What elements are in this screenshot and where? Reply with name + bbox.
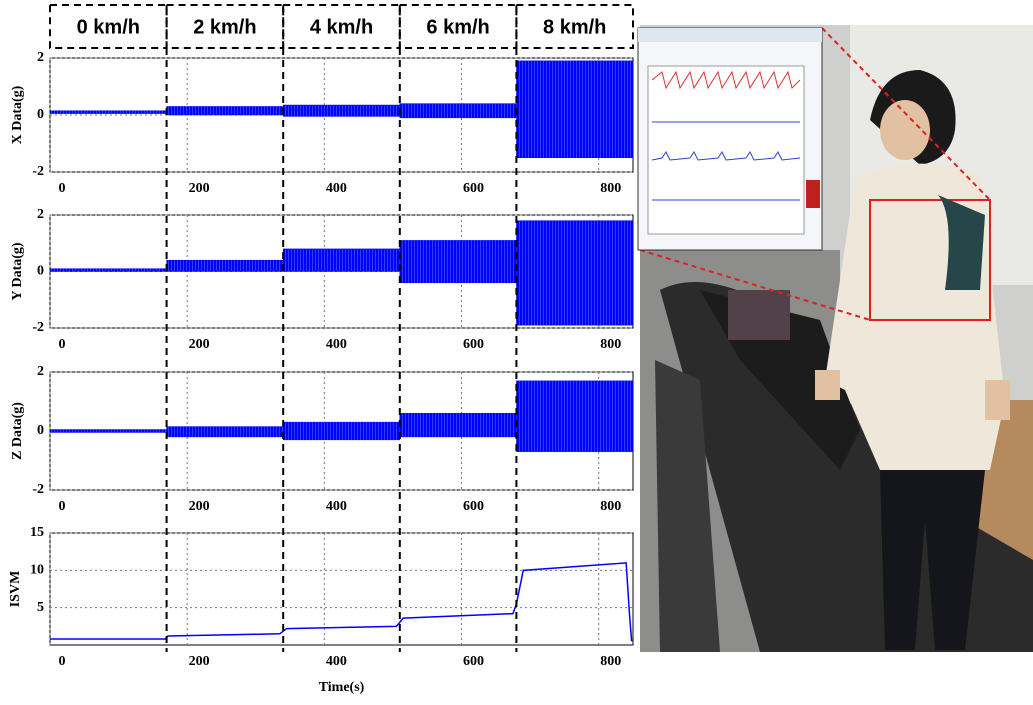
speed-box — [49, 4, 168, 49]
y-tick-label: -2 — [32, 320, 44, 335]
signal-band — [399, 413, 517, 438]
isvm-line — [50, 562, 633, 642]
speed-label: 0 km/h — [77, 16, 140, 38]
x-tick-label: 200 — [189, 181, 210, 196]
y-axis-label: X Data(g) — [10, 85, 25, 144]
signal-band — [516, 220, 634, 326]
x-tick-label: 400 — [326, 654, 347, 669]
y-tick-label: 0 — [37, 423, 44, 438]
y-tick-label: 0 — [37, 107, 44, 122]
x-tick-label: 600 — [463, 654, 484, 669]
plot-frame — [49, 532, 634, 646]
signal-band — [166, 106, 284, 116]
y-tick-label: 5 — [37, 600, 44, 615]
speed-label: 6 km/h — [426, 16, 489, 38]
signal-band — [516, 380, 634, 452]
x-tick-label: 600 — [463, 337, 484, 352]
signal-band — [399, 240, 517, 284]
x-tick-label: 200 — [189, 337, 210, 352]
y-axis-label: Z Data(g) — [10, 402, 25, 460]
x-tick-label: 0 — [59, 181, 66, 196]
y-tick-label: 15 — [30, 525, 44, 540]
y-axis-label: Y Data(g) — [10, 242, 25, 301]
signal-band — [282, 421, 401, 441]
y-tick-label: 0 — [37, 264, 44, 279]
x-tick-label: 0 — [59, 654, 66, 669]
signal-band — [399, 103, 517, 119]
x-tick-label: 800 — [600, 337, 621, 352]
y-tick-label: 2 — [37, 50, 44, 65]
signal-band — [282, 104, 401, 117]
y-axis-label: ISVM — [8, 571, 23, 608]
signal-band — [49, 268, 167, 272]
x-tick-label: 200 — [189, 499, 210, 514]
x-tick-label: 800 — [600, 499, 621, 514]
signal-band — [516, 60, 634, 158]
speed-box — [398, 4, 518, 49]
signal-band — [49, 110, 167, 114]
y-tick-label: 10 — [30, 563, 44, 578]
y-tick-label: -2 — [32, 164, 44, 179]
signal-band — [49, 429, 167, 433]
signal-band — [166, 426, 284, 438]
speed-box — [282, 4, 401, 49]
x-tick-label: 400 — [326, 337, 347, 352]
speed-label: 2 km/h — [193, 16, 256, 38]
speed-label: 8 km/h — [543, 16, 606, 38]
x-tick-label: 800 — [600, 181, 621, 196]
x-tick-label: 0 — [59, 337, 66, 352]
photo — [637, 25, 1033, 652]
y-tick-label: 2 — [37, 207, 44, 222]
signal-band — [282, 248, 401, 272]
x-tick-label: 600 — [463, 181, 484, 196]
signal-band — [166, 259, 284, 272]
x-tick-label: 600 — [463, 499, 484, 514]
x-axis-label: Time(s) — [319, 680, 365, 695]
x-tick-label: 800 — [600, 654, 621, 669]
speed-label: 4 km/h — [310, 16, 373, 38]
x-tick-label: 400 — [326, 499, 347, 514]
x-tick-label: 400 — [326, 181, 347, 196]
x-tick-label: 200 — [189, 654, 210, 669]
speed-box — [515, 4, 635, 49]
y-tick-label: -2 — [32, 482, 44, 497]
y-tick-label: 2 — [37, 364, 44, 379]
x-tick-label: 0 — [59, 499, 66, 514]
speed-box — [165, 4, 285, 49]
